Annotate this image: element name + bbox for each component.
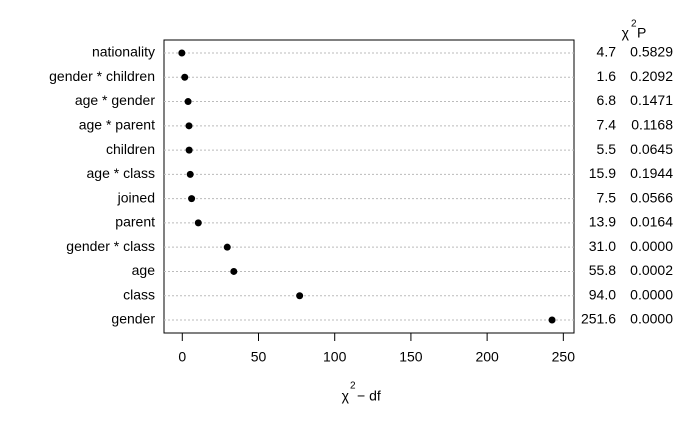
category-label: gender * children bbox=[49, 68, 155, 84]
dot bbox=[188, 195, 196, 203]
dot bbox=[296, 292, 304, 300]
chi2-cell: 55.8 bbox=[589, 262, 616, 278]
dot bbox=[230, 267, 238, 275]
category-label: joined bbox=[117, 189, 155, 205]
chi2-cell: 31.0 bbox=[589, 238, 616, 254]
category-label: age * class bbox=[87, 165, 155, 181]
p-cell: 0.0566 bbox=[630, 189, 673, 205]
category-label: gender bbox=[111, 311, 155, 327]
column-header-chi: χ bbox=[622, 25, 630, 41]
x-label-sup: 2 bbox=[350, 381, 356, 392]
chi2-cell: 7.5 bbox=[597, 189, 617, 205]
p-cell: 0.2092 bbox=[630, 68, 673, 84]
p-cell: 0.0002 bbox=[630, 262, 673, 278]
chi2-cell: 13.9 bbox=[589, 214, 616, 230]
dot bbox=[186, 170, 194, 178]
chi2-cell: 1.6 bbox=[597, 68, 617, 84]
dot bbox=[185, 122, 193, 130]
category-label: nationality bbox=[92, 44, 155, 60]
x-label-rest: − df bbox=[357, 388, 381, 404]
plot-frame bbox=[163, 39, 575, 334]
x-tick-label: 150 bbox=[399, 349, 423, 365]
p-cell: 0.0000 bbox=[630, 286, 673, 302]
p-cell: 0.1168 bbox=[631, 117, 673, 133]
dot bbox=[181, 73, 189, 81]
x-tick-label: 100 bbox=[323, 349, 347, 365]
dot bbox=[185, 146, 193, 154]
category-label: class bbox=[123, 286, 155, 302]
p-cell: 0.0164 bbox=[630, 214, 673, 230]
chi2-cell: 7.4 bbox=[597, 117, 617, 133]
chi2-cell: 15.9 bbox=[589, 165, 616, 181]
p-cell: 0.5829 bbox=[630, 44, 673, 60]
chi2-cell: 5.5 bbox=[597, 141, 617, 157]
p-cell: 0.0000 bbox=[630, 238, 673, 254]
category-label: children bbox=[106, 141, 155, 157]
category-label: parent bbox=[115, 214, 155, 230]
p-cell: 0.0000 bbox=[630, 311, 673, 327]
chi2-cell: 4.7 bbox=[597, 44, 617, 60]
column-header-sup: 2 bbox=[631, 19, 637, 30]
category-label: age * parent bbox=[79, 117, 155, 133]
x-tick-label: 0 bbox=[178, 349, 186, 365]
chi2-cell: 6.8 bbox=[597, 92, 617, 108]
chi2-cell: 94.0 bbox=[589, 286, 616, 302]
x-tick-label: 250 bbox=[552, 349, 576, 365]
x-label-symbol: χ bbox=[342, 388, 350, 404]
chi2-cell: 251.6 bbox=[581, 311, 616, 327]
category-label: age bbox=[132, 262, 156, 278]
category-label: age * gender bbox=[75, 92, 156, 108]
category-label: gender * class bbox=[66, 238, 155, 254]
dot bbox=[548, 316, 556, 324]
column-header-p: P bbox=[637, 25, 646, 41]
p-cell: 0.1944 bbox=[630, 165, 673, 181]
dot bbox=[223, 243, 231, 251]
dot bbox=[194, 219, 202, 227]
dot bbox=[178, 49, 186, 57]
dot bbox=[184, 98, 192, 106]
x-tick-label: 200 bbox=[475, 349, 499, 365]
x-tick-label: 50 bbox=[251, 349, 267, 365]
p-cell: 0.1471 bbox=[630, 92, 673, 108]
p-cell: 0.0645 bbox=[630, 141, 673, 157]
